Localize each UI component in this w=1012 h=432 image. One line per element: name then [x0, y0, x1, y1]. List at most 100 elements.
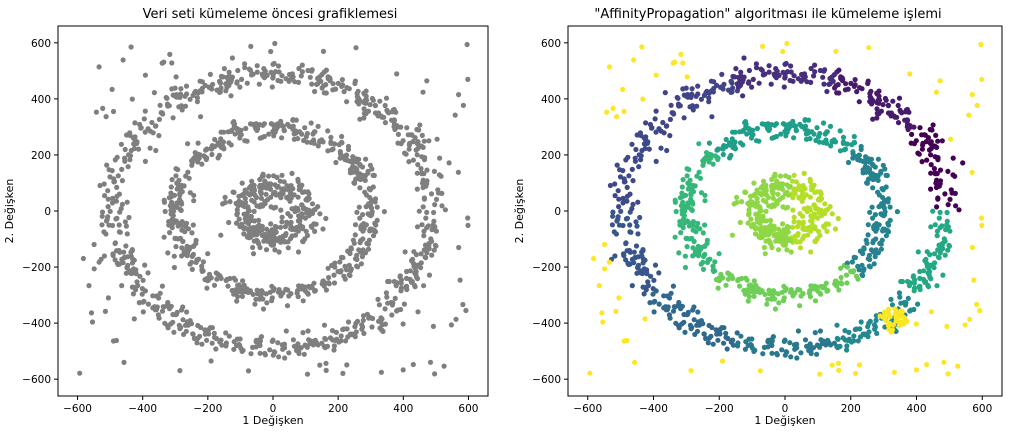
data-point	[272, 235, 278, 241]
data-point	[888, 110, 895, 116]
data-point	[360, 212, 366, 218]
data-point	[869, 204, 875, 210]
data-point	[682, 264, 689, 271]
data-point	[719, 358, 726, 364]
data-point	[295, 194, 301, 200]
data-point	[189, 253, 195, 259]
y-tick-label: 600	[541, 38, 561, 50]
data-point	[653, 129, 659, 135]
data-point	[430, 323, 436, 329]
data-point	[923, 256, 929, 262]
data-point	[147, 145, 153, 151]
data-point	[280, 123, 286, 130]
data-point	[176, 177, 182, 183]
data-point	[856, 267, 862, 273]
data-point	[418, 166, 424, 172]
data-point	[107, 174, 113, 180]
data-point	[871, 261, 877, 267]
data-point	[251, 208, 257, 214]
data-point	[258, 288, 264, 294]
data-point	[841, 147, 847, 153]
data-point	[338, 333, 344, 339]
data-point	[778, 237, 784, 243]
data-point	[182, 103, 189, 109]
data-point	[728, 152, 734, 158]
data-point	[211, 282, 218, 288]
data-point	[300, 298, 306, 304]
data-point	[811, 202, 817, 208]
data-point	[828, 143, 834, 149]
data-point	[833, 278, 839, 284]
data-point	[792, 123, 799, 130]
data-point	[292, 79, 298, 85]
data-point	[382, 102, 388, 109]
data-point	[343, 338, 349, 344]
data-point	[898, 109, 904, 115]
data-point	[678, 230, 684, 236]
data-point	[272, 247, 278, 253]
data-point	[616, 196, 622, 202]
data-point	[417, 122, 423, 128]
data-point	[258, 195, 264, 201]
data-point	[321, 322, 328, 328]
data-point	[890, 98, 896, 104]
data-point	[346, 86, 352, 92]
data-point	[781, 84, 787, 90]
data-point	[233, 220, 240, 226]
data-point	[716, 278, 722, 284]
data-point	[807, 194, 814, 200]
data-point	[116, 247, 122, 254]
data-point	[165, 301, 171, 307]
data-point	[384, 294, 390, 300]
data-point	[681, 213, 688, 219]
data-point	[247, 225, 254, 231]
data-point	[746, 212, 752, 218]
data-point	[285, 245, 291, 251]
data-point	[213, 270, 219, 276]
data-point	[141, 116, 147, 122]
data-point	[455, 169, 461, 175]
data-point	[691, 304, 697, 310]
data-point	[209, 151, 215, 158]
data-point	[728, 78, 734, 84]
data-point	[865, 176, 872, 182]
data-point	[343, 267, 350, 273]
data-point	[932, 222, 938, 228]
data-point	[262, 231, 268, 237]
data-point	[805, 232, 811, 238]
data-point	[876, 97, 883, 103]
data-point	[232, 131, 238, 137]
data-point	[368, 205, 375, 211]
data-point	[802, 337, 809, 343]
data-point	[633, 243, 640, 249]
data-point	[967, 316, 973, 322]
data-point	[913, 321, 919, 327]
data-point	[166, 219, 172, 225]
data-point	[682, 220, 688, 226]
data-point	[120, 57, 126, 63]
data-point	[700, 266, 707, 272]
data-point	[167, 230, 173, 236]
y-tick-label: 200	[31, 150, 51, 162]
data-point	[634, 223, 640, 229]
data-point	[633, 146, 639, 153]
data-point	[969, 169, 975, 175]
data-point	[128, 44, 134, 50]
data-point	[289, 170, 295, 176]
data-point	[808, 283, 814, 289]
y-tick-label: 400	[31, 94, 51, 106]
data-point	[281, 179, 287, 185]
data-point	[91, 241, 97, 248]
data-point	[250, 344, 256, 350]
data-point	[262, 178, 268, 184]
data-point	[237, 336, 243, 342]
data-point	[833, 48, 839, 55]
x-tick-label: 200	[841, 403, 861, 415]
data-point	[768, 81, 774, 87]
data-point	[153, 147, 159, 154]
data-point	[786, 124, 792, 130]
data-point	[724, 346, 730, 352]
data-point	[919, 132, 925, 138]
data-point	[715, 285, 721, 291]
data-point	[761, 344, 768, 350]
